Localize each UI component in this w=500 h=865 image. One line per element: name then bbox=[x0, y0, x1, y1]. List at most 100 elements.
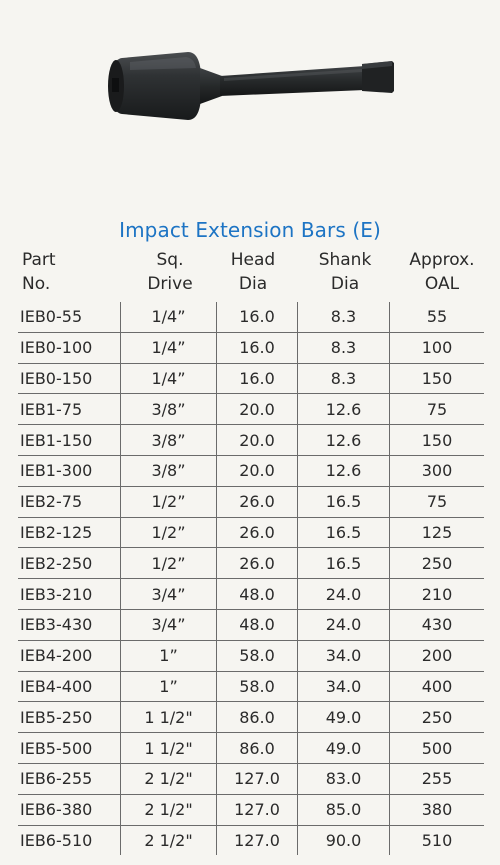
table-row: IEB4-200 1” 58.0 34.0 200 bbox=[18, 639, 484, 672]
table-row: IEB0-150 1/4” 16.0 8.3 150 bbox=[18, 362, 484, 395]
cell-drive: 3/4” bbox=[120, 608, 217, 641]
cell-shank: 49.0 bbox=[297, 732, 390, 764]
cell-shank: 83.0 bbox=[297, 762, 390, 795]
cell-drive: 1/2” bbox=[120, 485, 217, 518]
cell-part: IEB1-75 bbox=[18, 393, 121, 426]
cell-part: IEB0-100 bbox=[18, 331, 121, 364]
cell-drive: 1/2” bbox=[120, 547, 217, 580]
cell-oal: 150 bbox=[389, 424, 484, 456]
cell-head: 20.0 bbox=[216, 393, 298, 426]
page-title: Impact Extension Bars (E) bbox=[119, 218, 381, 242]
cell-part: IEB1-150 bbox=[18, 424, 121, 456]
cell-oal: 430 bbox=[389, 608, 484, 641]
header-oal: Approx. OAL bbox=[409, 250, 475, 294]
table-row: IEB3-210 3/4” 48.0 24.0 210 bbox=[18, 578, 484, 610]
cell-drive: 1/4” bbox=[120, 302, 217, 333]
cell-part: IEB5-500 bbox=[18, 732, 121, 764]
table-row: IEB0-55 1/4” 16.0 8.3 55 bbox=[18, 302, 484, 333]
cell-head: 16.0 bbox=[216, 362, 298, 395]
cell-oal: 400 bbox=[389, 670, 484, 703]
table-row: IEB6-255 2 1/2" 127.0 83.0 255 bbox=[18, 762, 484, 795]
cell-part: IEB4-200 bbox=[18, 639, 121, 672]
table-row: IEB1-150 3/8” 20.0 12.6 150 bbox=[18, 424, 484, 456]
cell-head: 26.0 bbox=[216, 547, 298, 580]
cell-part: IEB3-210 bbox=[18, 578, 121, 610]
cell-shank: 8.3 bbox=[297, 331, 390, 364]
cell-oal: 75 bbox=[389, 485, 484, 518]
cell-drive: 2 1/2" bbox=[120, 824, 217, 856]
cell-oal: 75 bbox=[389, 393, 484, 426]
table-row: IEB2-250 1/2” 26.0 16.5 250 bbox=[18, 547, 484, 580]
table-row: IEB5-250 1 1/2" 86.0 49.0 250 bbox=[18, 701, 484, 734]
cell-drive: 2 1/2" bbox=[120, 793, 217, 826]
cell-oal: 100 bbox=[389, 331, 484, 364]
cell-head: 20.0 bbox=[216, 454, 298, 487]
cell-oal: 510 bbox=[389, 824, 484, 856]
cell-part: IEB4-400 bbox=[18, 670, 121, 703]
cell-part: IEB2-75 bbox=[18, 485, 121, 518]
cell-shank: 34.0 bbox=[297, 670, 390, 703]
cell-shank: 85.0 bbox=[297, 793, 390, 826]
cell-oal: 500 bbox=[389, 732, 484, 764]
cell-part: IEB2-125 bbox=[18, 516, 121, 549]
cell-part: IEB0-55 bbox=[18, 302, 121, 333]
cell-head: 86.0 bbox=[216, 701, 298, 734]
cell-oal: 150 bbox=[389, 362, 484, 395]
table-row: IEB5-500 1 1/2" 86.0 49.0 500 bbox=[18, 732, 484, 764]
cell-head: 16.0 bbox=[216, 331, 298, 364]
cell-shank: 16.5 bbox=[297, 485, 390, 518]
cell-head: 48.0 bbox=[216, 578, 298, 610]
header-head: Head Dia bbox=[230, 250, 276, 294]
cell-drive: 2 1/2" bbox=[120, 762, 217, 795]
cell-head: 127.0 bbox=[216, 793, 298, 826]
cell-oal: 125 bbox=[389, 516, 484, 549]
cell-drive: 3/8” bbox=[120, 393, 217, 426]
cell-oal: 255 bbox=[389, 762, 484, 795]
cell-head: 86.0 bbox=[216, 732, 298, 764]
cell-oal: 250 bbox=[389, 701, 484, 734]
cell-shank: 90.0 bbox=[297, 824, 390, 856]
cell-oal: 380 bbox=[389, 793, 484, 826]
spec-table-body: IEB0-55 1/4” 16.0 8.3 55 IEB0-100 1/4” 16.0 8.3 1… bbox=[18, 302, 484, 856]
cell-drive: 1 1/2" bbox=[120, 701, 217, 734]
cell-head: 127.0 bbox=[216, 824, 298, 856]
cell-head: 20.0 bbox=[216, 424, 298, 456]
header-shank: Shank Dia bbox=[318, 250, 372, 294]
cell-drive: 3/4” bbox=[120, 578, 217, 610]
cell-oal: 200 bbox=[389, 639, 484, 672]
cell-drive: 3/8” bbox=[120, 454, 217, 487]
table-row: IEB6-380 2 1/2" 127.0 85.0 380 bbox=[18, 793, 484, 826]
header-part: Part No. bbox=[22, 250, 56, 294]
table-row: IEB2-125 1/2” 26.0 16.5 125 bbox=[18, 516, 484, 549]
cell-part: IEB2-250 bbox=[18, 547, 121, 580]
impact-extension-bar-tool-icon bbox=[108, 52, 394, 120]
table-row: IEB1-75 3/8” 20.0 12.6 75 bbox=[18, 393, 484, 426]
cell-shank: 8.3 bbox=[297, 302, 390, 333]
table-row: IEB2-75 1/2” 26.0 16.5 75 bbox=[18, 485, 484, 518]
table-row: IEB3-430 3/4” 48.0 24.0 430 bbox=[18, 608, 484, 641]
spec-table: IEB0-55 1/4” 16.0 8.3 55 IEB0-100 1/4” 16.0 8.3 1… bbox=[18, 302, 484, 856]
cell-shank: 12.6 bbox=[297, 393, 390, 426]
cell-shank: 16.5 bbox=[297, 547, 390, 580]
cell-drive: 3/8” bbox=[120, 424, 217, 456]
cell-drive: 1/4” bbox=[120, 362, 217, 395]
table-header: Part No. Sq. Drive Head Dia Shank Dia Ap… bbox=[0, 248, 500, 298]
cell-head: 58.0 bbox=[216, 670, 298, 703]
cell-oal: 300 bbox=[389, 454, 484, 487]
cell-shank: 24.0 bbox=[297, 608, 390, 641]
cell-head: 48.0 bbox=[216, 608, 298, 641]
cell-head: 26.0 bbox=[216, 516, 298, 549]
cell-drive: 1 1/2" bbox=[120, 732, 217, 764]
cell-shank: 16.5 bbox=[297, 516, 390, 549]
cell-oal: 250 bbox=[389, 547, 484, 580]
cell-part: IEB1-300 bbox=[18, 454, 121, 487]
table-row: IEB0-100 1/4” 16.0 8.3 100 bbox=[18, 331, 484, 364]
cell-drive: 1/4” bbox=[120, 331, 217, 364]
header-drive: Sq. Drive bbox=[147, 250, 193, 294]
cell-head: 26.0 bbox=[216, 485, 298, 518]
cell-drive: 1” bbox=[120, 670, 217, 703]
cell-shank: 24.0 bbox=[297, 578, 390, 610]
cell-part: IEB5-250 bbox=[18, 701, 121, 734]
cell-part: IEB6-380 bbox=[18, 793, 121, 826]
table-row: IEB1-300 3/8” 20.0 12.6 300 bbox=[18, 454, 484, 487]
